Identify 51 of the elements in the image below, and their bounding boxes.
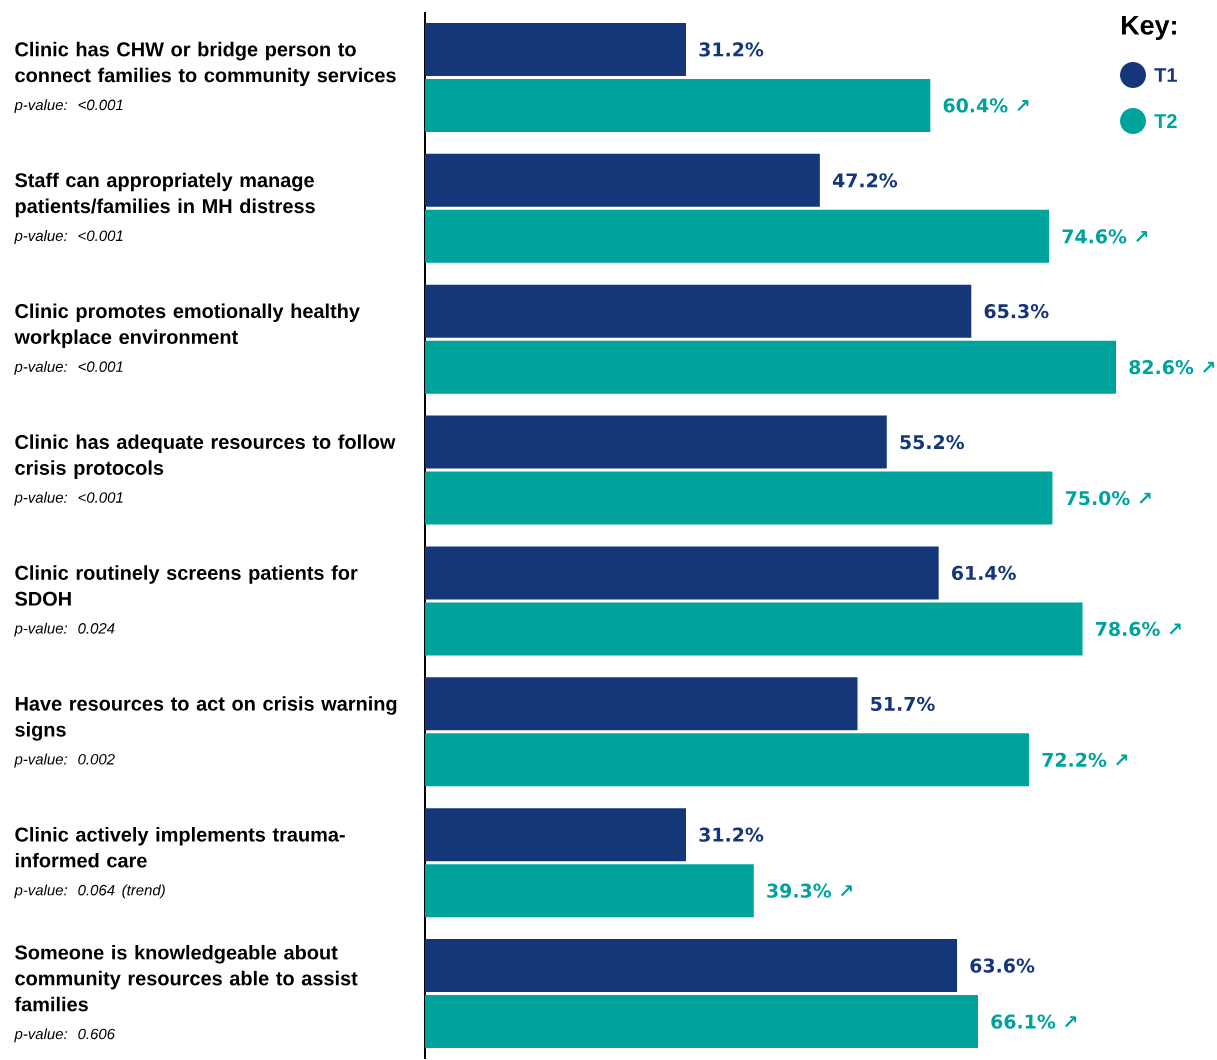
bar (425, 546, 939, 600)
data-label: 60.4% ↗ (943, 98, 1029, 113)
bar (425, 284, 972, 338)
data-label: 63.6% (970, 958, 1035, 973)
bar (425, 602, 1083, 656)
text: p-value: 0.002 (14, 753, 115, 768)
data-label: 65.3% (984, 304, 1049, 319)
text: p-value: <0.001 (14, 491, 123, 506)
bar (425, 677, 858, 731)
legend-label: T2 (1154, 114, 1177, 128)
bar (425, 153, 820, 207)
data-label: 39.3% ↗ (767, 883, 852, 898)
text: p-value: 0.024 (14, 622, 115, 637)
y-tick-label: Have resources to act on crisis warning signs (15, 696, 397, 741)
y-tick-label: Clinic has CHW or bridge person to connect families to community services (15, 41, 396, 87)
y-tick-label: Clinic promotes emotionally healthy workplace environment (14, 303, 360, 349)
text: p-value: 0.606 (14, 1028, 116, 1043)
data-label: 82.6% ↗ (1129, 360, 1215, 375)
data-label: 31.2% (699, 827, 764, 842)
bar (425, 939, 958, 993)
legend-title: Key: (1122, 15, 1176, 41)
bar (425, 22, 687, 76)
data-label: 74.6% ↗ (1062, 229, 1148, 244)
y-tick-label: Clinic routinely screens patients for SDOH (15, 565, 358, 606)
data-label: 47.2% (832, 173, 898, 188)
text: p-value: 0.064 (trend) (14, 884, 165, 899)
text: p-value: <0.001 (14, 230, 123, 245)
text: p-value: <0.001 (14, 99, 123, 114)
bar (425, 471, 1053, 525)
data-label: 75.0% ↗ (1065, 490, 1151, 506)
bar (425, 78, 931, 132)
bar (425, 864, 754, 918)
data-label: 72.2% ↗ (1042, 752, 1128, 767)
data-label: 31.2% (699, 42, 764, 57)
y-tick-label: Staff can appropriately manage patients/families in MH distress (15, 172, 315, 218)
bar (425, 995, 978, 1049)
bar (425, 733, 1030, 787)
bar (425, 415, 887, 469)
data-label: 66.1% ↗ (991, 1014, 1077, 1029)
y-tick-label: Someone is knowledgeable about community resources able to assist families (14, 944, 358, 1012)
y-tick-label: Clinic actively implements trauma-informed care (15, 827, 345, 868)
data-label: 61.4% (952, 565, 1016, 581)
data-label: 51.7% (871, 696, 935, 711)
bar (425, 209, 1050, 263)
data-label: 55.2% (900, 434, 965, 450)
bar (425, 340, 1117, 394)
legend-label: T1 (1154, 68, 1177, 82)
y-tick-label: Clinic has adequate resources to follow crisis protocols (15, 434, 396, 479)
text: p-value: <0.001 (14, 360, 123, 375)
bar (425, 808, 687, 862)
data-label: 78.6% ↗ (1096, 621, 1181, 637)
